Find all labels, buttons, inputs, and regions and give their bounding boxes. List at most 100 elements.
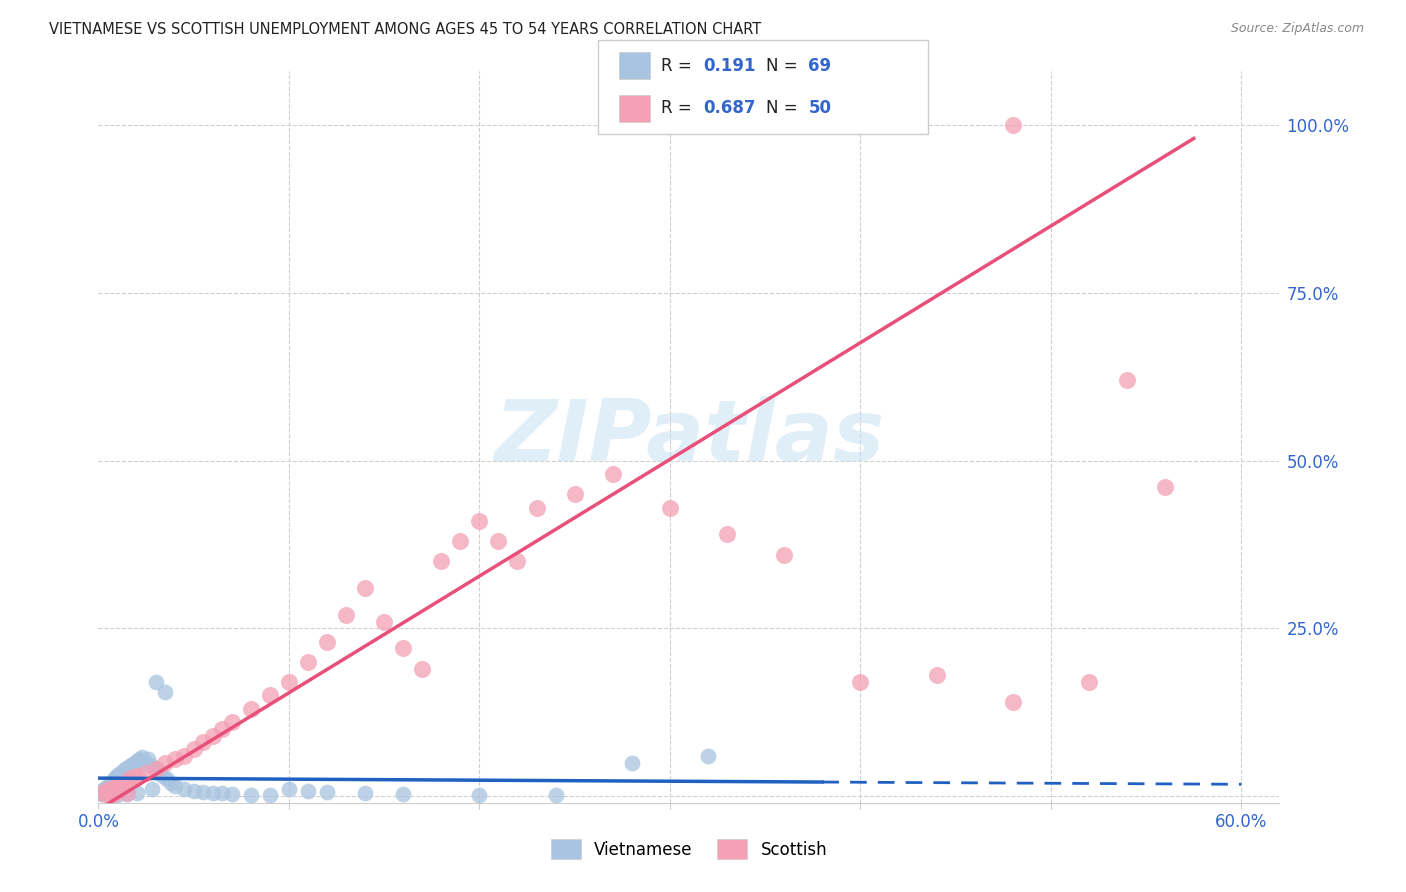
Point xyxy=(91,783,114,797)
Point xyxy=(118,772,141,787)
Point xyxy=(94,784,117,798)
Point xyxy=(316,634,339,648)
Point xyxy=(141,759,163,773)
Point xyxy=(110,772,132,786)
Text: 0.687: 0.687 xyxy=(703,99,755,117)
Point xyxy=(297,783,319,797)
Point xyxy=(354,581,377,595)
Point xyxy=(925,668,948,682)
Point xyxy=(94,780,117,795)
Point xyxy=(773,548,796,562)
Point xyxy=(97,779,120,793)
Point xyxy=(100,775,122,789)
Point xyxy=(277,675,299,690)
Text: 50: 50 xyxy=(808,99,831,117)
Point xyxy=(110,777,132,791)
Point xyxy=(148,765,170,780)
Point xyxy=(97,786,120,800)
Point xyxy=(173,782,195,797)
Point xyxy=(97,789,120,803)
Point xyxy=(221,715,243,730)
Point xyxy=(468,514,491,528)
Point xyxy=(89,786,111,800)
Text: ZIPatlas: ZIPatlas xyxy=(494,395,884,479)
Text: R =: R = xyxy=(661,99,692,117)
Point xyxy=(97,783,120,797)
Point xyxy=(239,702,262,716)
Point xyxy=(183,742,205,756)
Point xyxy=(121,756,143,771)
Point xyxy=(131,750,153,764)
Point xyxy=(849,675,872,690)
Point xyxy=(156,772,179,787)
Point xyxy=(98,777,121,791)
Point xyxy=(163,779,186,793)
Point xyxy=(1001,695,1024,709)
Point xyxy=(114,762,136,776)
Point xyxy=(115,786,138,800)
Point xyxy=(449,534,471,549)
Point xyxy=(93,782,115,797)
Point xyxy=(544,789,567,803)
Point xyxy=(602,467,624,481)
Text: R =: R = xyxy=(661,57,692,75)
Point xyxy=(1078,675,1101,690)
Point xyxy=(564,487,586,501)
Point xyxy=(100,780,122,795)
Point xyxy=(506,554,529,568)
Point xyxy=(108,772,131,787)
Point xyxy=(125,754,148,768)
Point xyxy=(93,785,115,799)
Point xyxy=(193,735,215,749)
Point xyxy=(135,756,157,770)
Point xyxy=(259,789,281,803)
Point xyxy=(104,776,127,790)
Point xyxy=(107,769,129,783)
Point xyxy=(697,748,720,763)
Text: N =: N = xyxy=(766,99,797,117)
Point xyxy=(115,761,138,775)
Point xyxy=(91,787,114,801)
Point xyxy=(124,756,146,770)
Point xyxy=(125,769,148,783)
Point xyxy=(1154,480,1177,494)
Point xyxy=(239,788,262,802)
Point xyxy=(115,769,138,783)
Point xyxy=(107,779,129,793)
Point xyxy=(107,788,129,802)
Legend: Vietnamese, Scottish: Vietnamese, Scottish xyxy=(543,830,835,868)
Point xyxy=(125,786,148,800)
Point xyxy=(201,786,224,800)
Point xyxy=(392,787,415,801)
Point xyxy=(103,787,125,801)
Point xyxy=(430,554,453,568)
Point xyxy=(211,722,233,736)
Point xyxy=(135,765,157,780)
Point xyxy=(411,662,433,676)
Point xyxy=(107,774,129,789)
Text: Source: ZipAtlas.com: Source: ZipAtlas.com xyxy=(1230,22,1364,36)
Point xyxy=(173,748,195,763)
Point xyxy=(392,641,415,656)
Point xyxy=(129,751,152,765)
Point xyxy=(297,655,319,669)
Text: 69: 69 xyxy=(808,57,831,75)
Point xyxy=(526,500,548,515)
Point xyxy=(94,783,117,797)
Point xyxy=(316,785,339,799)
Point xyxy=(91,786,114,800)
Point xyxy=(120,758,142,772)
Point xyxy=(183,783,205,797)
Point xyxy=(193,785,215,799)
Point xyxy=(121,770,143,784)
Point xyxy=(114,775,136,789)
Point xyxy=(103,780,125,795)
Point xyxy=(127,753,149,767)
Point xyxy=(163,752,186,766)
Point xyxy=(145,675,167,690)
Point xyxy=(211,786,233,800)
Point xyxy=(201,729,224,743)
Point xyxy=(145,762,167,776)
Point xyxy=(136,752,159,766)
Point xyxy=(1001,118,1024,132)
